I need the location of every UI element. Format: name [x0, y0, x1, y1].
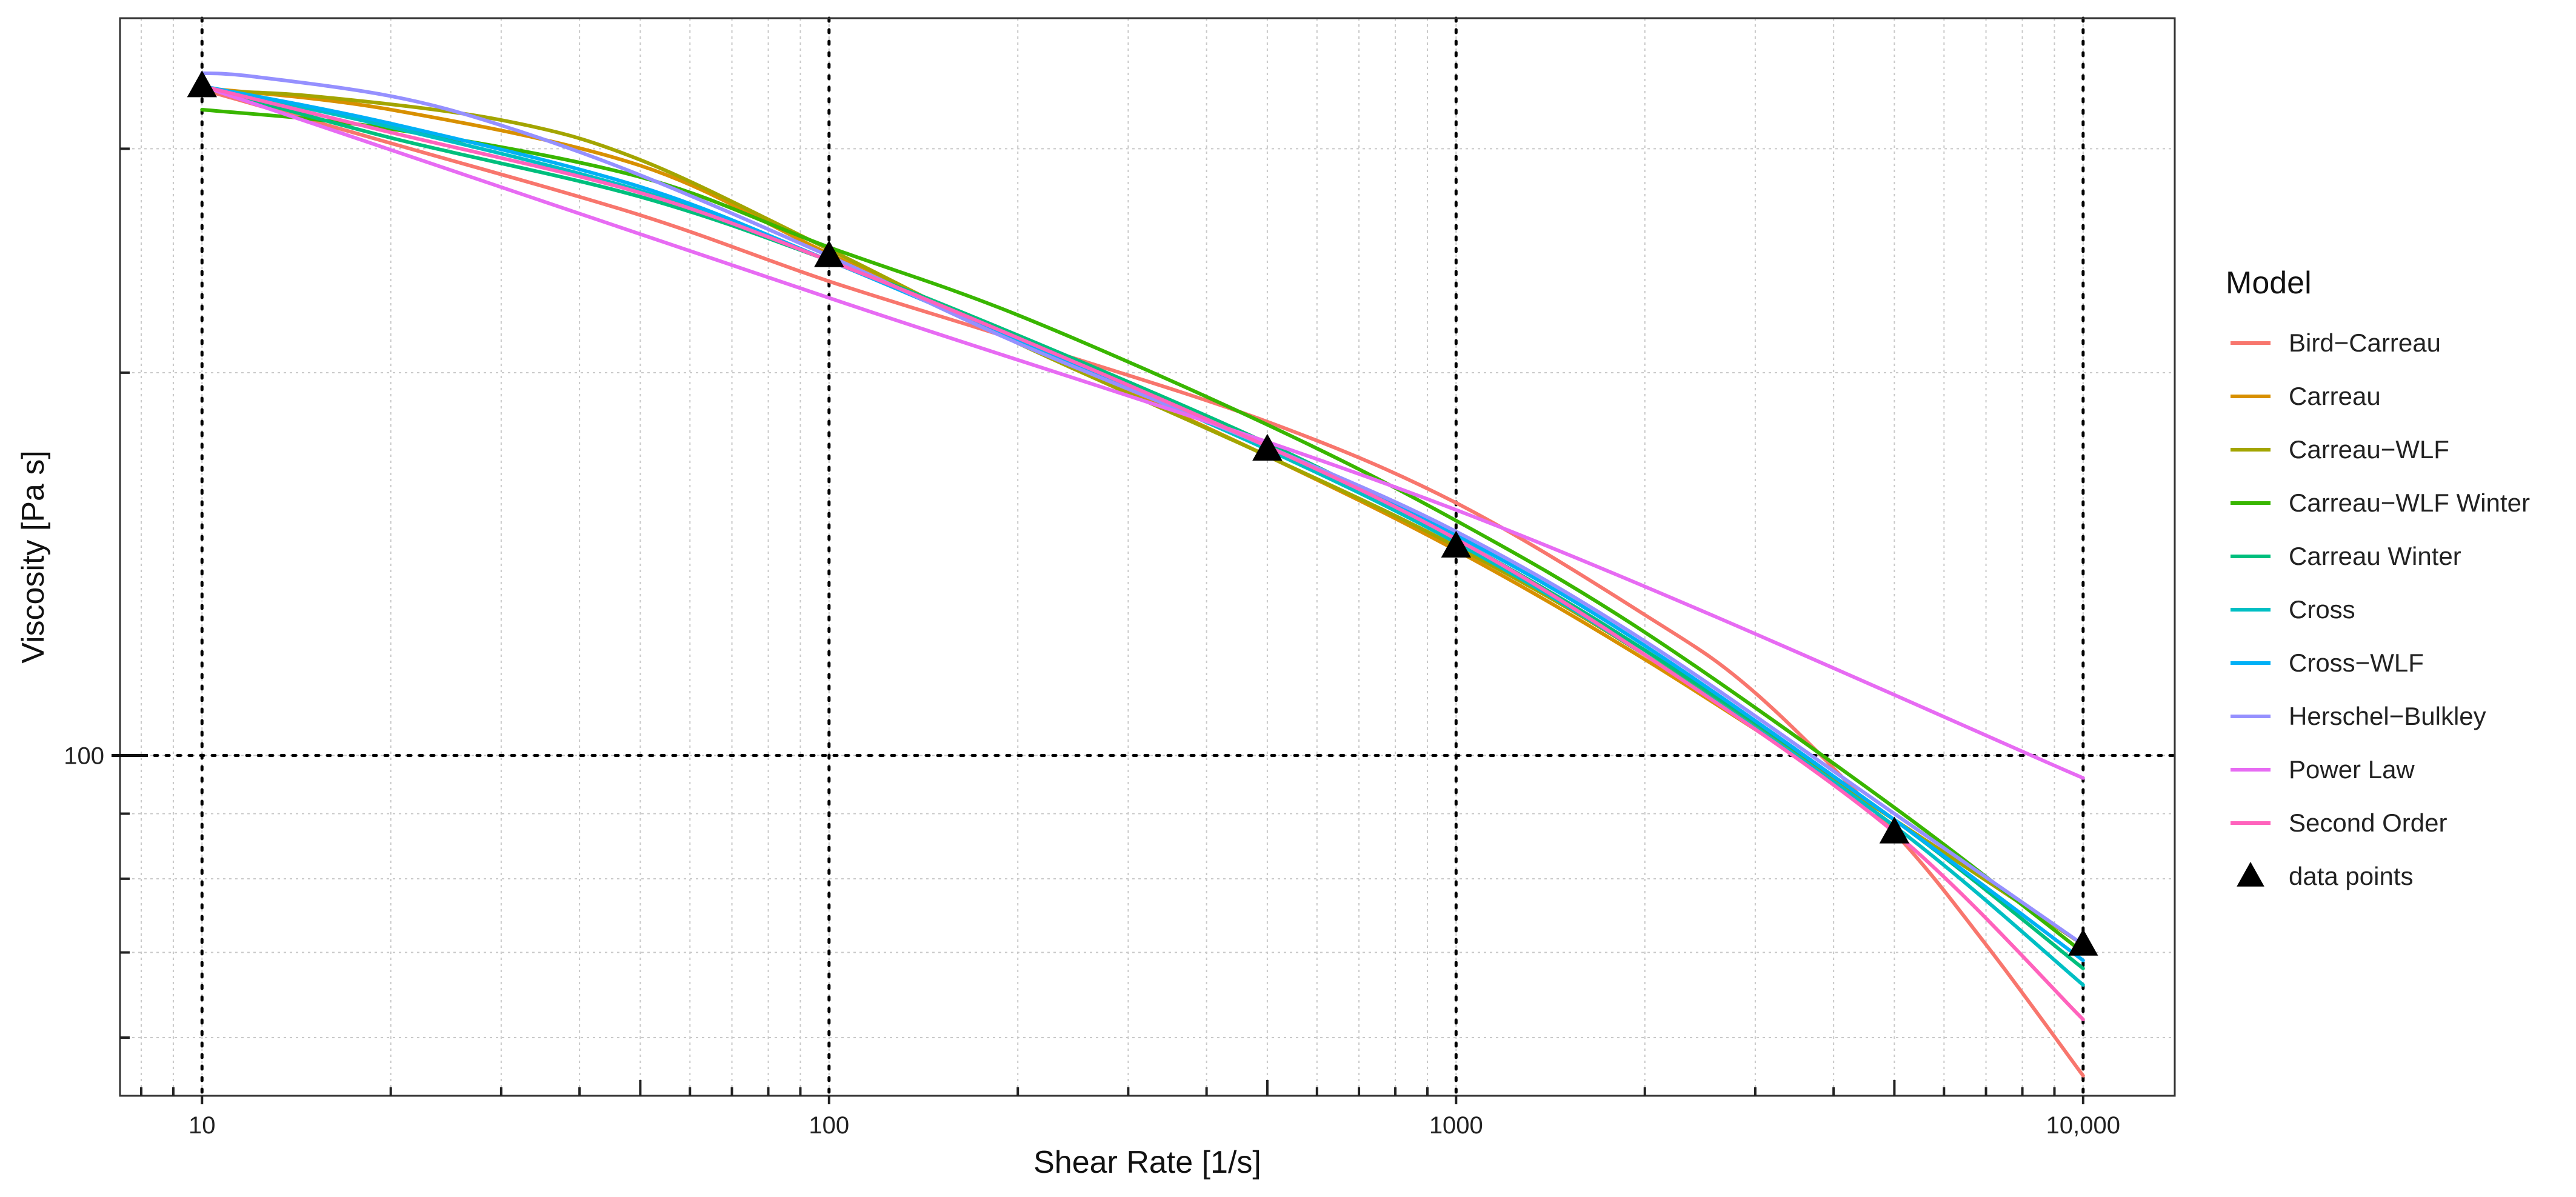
- data-point-marker: [1879, 816, 1910, 844]
- legend-label: Carreau−WLF Winter: [2289, 488, 2530, 517]
- legend-item-carreau-winter: Carreau Winter: [2231, 542, 2461, 570]
- series-line-herschel-bulkley: [200, 71, 2085, 947]
- legend-label: Carreau−WLF: [2289, 435, 2449, 464]
- legend-label: Carreau Winter: [2289, 542, 2461, 570]
- y-tick-label: 100: [64, 743, 104, 770]
- series-line-cross: [200, 84, 2085, 987]
- legend-item-cross-wlf: Cross−WLF: [2231, 649, 2424, 677]
- data-point-marker: [814, 240, 844, 267]
- legend-item-data-points: data points: [2237, 862, 2414, 890]
- x-axis-title: Shear Rate [1/s]: [1033, 1145, 1261, 1180]
- major-gridlines: [118, 16, 2177, 1098]
- series-line-cross-wlf: [200, 84, 2085, 962]
- legend-item-carreau-wlf: Carreau−WLF: [2231, 435, 2449, 464]
- legend-label: Bird−Carreau: [2289, 328, 2441, 357]
- legend-item-carreau-wlf-winter: Carreau−WLF Winter: [2231, 488, 2530, 517]
- legend-label: Carreau: [2289, 382, 2381, 410]
- series-line-carreau-wlf-winter: [200, 107, 2085, 955]
- series-line-power-law: [200, 84, 2085, 780]
- y-axis-title: Viscosity [Pa s]: [16, 450, 51, 664]
- plot-frame: [119, 17, 2176, 1097]
- legend-title: Model: [2226, 265, 2312, 301]
- x-tick-label: 10: [189, 1112, 216, 1139]
- x-tick-label: 100: [809, 1112, 849, 1139]
- x-tick-label: 10,000: [2046, 1112, 2120, 1139]
- legend-item-bird-carreau: Bird−Carreau: [2231, 328, 2441, 357]
- legend-label: Cross: [2289, 595, 2355, 624]
- x-tick-label: 1000: [1429, 1112, 1483, 1139]
- series-lines: [200, 71, 2085, 1078]
- series-line-second-order: [200, 84, 2085, 1022]
- series-line-carreau-wlf: [200, 89, 2085, 947]
- axis-ticks: 10 100 1000 10,000 100: [64, 147, 2120, 1139]
- data-point-marker: [2068, 929, 2098, 956]
- data-point-marker: [1441, 530, 1472, 558]
- legend-item-herschel-bulkley: Herschel−Bulkley: [2231, 702, 2486, 730]
- legend: Model Bird−Carreau Carreau Carreau−WLF Carr…: [2226, 265, 2530, 890]
- legend-label: Cross−WLF: [2289, 649, 2424, 677]
- legend-item-second-order: Second Order: [2231, 809, 2447, 837]
- legend-label: Second Order: [2289, 809, 2447, 837]
- legend-item-carreau: Carreau: [2231, 382, 2381, 410]
- legend-label: Power Law: [2289, 755, 2415, 784]
- legend-item-power-law: Power Law: [2231, 755, 2415, 784]
- data-point-marker: [187, 70, 217, 98]
- series-line-carreau-winter: [200, 84, 2085, 970]
- legend-label: Herschel−Bulkley: [2289, 702, 2486, 730]
- legend-item-cross: Cross: [2231, 595, 2355, 624]
- legend-swatch: [2237, 862, 2264, 887]
- data-point-marker: [1252, 433, 1283, 461]
- minor-gridlines: [120, 18, 2175, 1096]
- series-line-bird-carreau: [200, 87, 2085, 1078]
- legend-label: data points: [2289, 862, 2414, 890]
- data-point-markers: [187, 70, 2098, 956]
- series-line-carreau: [200, 85, 2085, 947]
